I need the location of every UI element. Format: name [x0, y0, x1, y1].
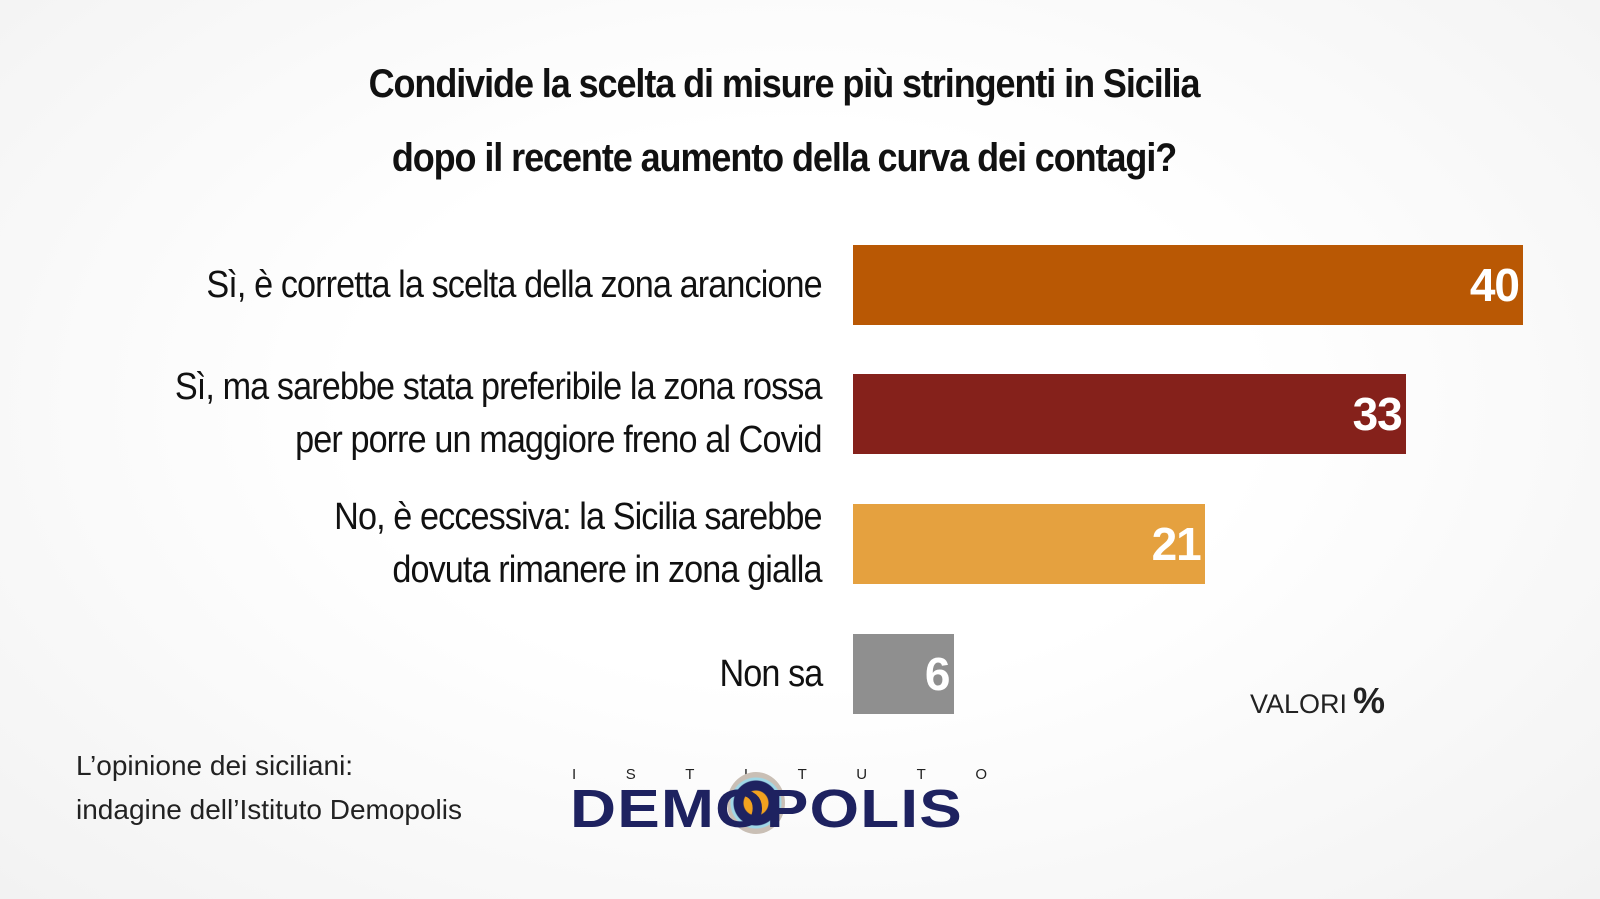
footer-line-2: indagine dell’Istituto Demopolis — [76, 794, 462, 825]
category-label-4: Non sa — [719, 648, 823, 701]
category-label-line: Sì, è corretta la scelta della zona aran… — [206, 263, 823, 306]
logo-emblem — [727, 772, 785, 834]
category-label-line: Non sa — [719, 652, 823, 695]
category-label-2: Sì, ma sarebbe stata preferibile la zona… — [175, 361, 823, 467]
data-label-2: 33 — [1352, 388, 1403, 440]
chart-title-line-2: dopo il recente aumento della curva dei … — [391, 136, 1177, 180]
data-label-3: 21 — [1151, 518, 1202, 570]
unit-label: VALORI% — [1250, 680, 1385, 722]
data-label-1: 40 — [1469, 259, 1520, 311]
chart-title-line-1: Condivide la scelta di misure più string… — [368, 62, 1201, 106]
bar-3 — [853, 504, 1205, 584]
logo-letter: T — [685, 766, 695, 783]
logo-wordmark: DEMOPOLIS — [570, 779, 963, 839]
unit-text: VALORI — [1250, 689, 1348, 719]
category-label-1: Sì, è corretta la scelta della zona aran… — [206, 259, 823, 312]
logo-letter: I — [572, 766, 577, 783]
bar-1 — [853, 245, 1523, 325]
unit-symbol: % — [1353, 680, 1386, 721]
category-label-3: No, è eccessiva: la Sicilia sarebbe dovut… — [334, 491, 823, 597]
bar-2 — [853, 374, 1406, 454]
category-label-line: per porre un maggiore freno al Covid — [295, 419, 822, 461]
logo-letter: T — [916, 766, 926, 783]
category-label-line: Sì, ma sarebbe stata preferibile la zona… — [175, 366, 823, 408]
logo-letter: T — [797, 766, 807, 783]
logo-letter: S — [625, 766, 636, 783]
logo-letter: O — [975, 766, 987, 783]
bar-4 — [853, 634, 954, 714]
logo-letter: U — [856, 766, 868, 783]
footer-line-1: L’opinione dei siciliani: — [76, 750, 354, 781]
data-label-4: 6 — [924, 648, 951, 700]
category-label-line: No, è eccessiva: la Sicilia sarebbe — [334, 496, 823, 538]
category-label-line: dovuta rimanere in zona gialla — [392, 549, 823, 591]
